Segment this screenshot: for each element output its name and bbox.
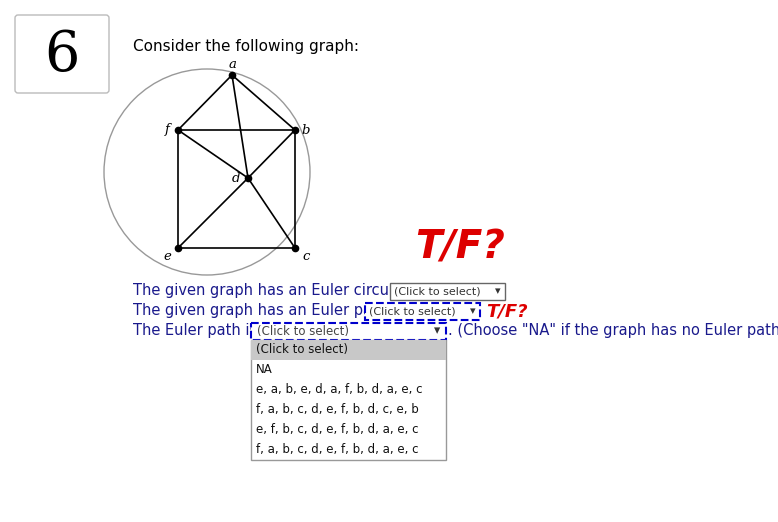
Text: ▾: ▾ [434,325,440,338]
Text: e, a, b, e, d, a, f, b, d, a, e, c: e, a, b, e, d, a, f, b, d, a, e, c [256,383,422,396]
Text: c: c [303,251,310,264]
Text: T/F?: T/F? [486,302,527,320]
Text: (Click to select): (Click to select) [394,286,481,296]
Text: (Click to select): (Click to select) [369,306,456,316]
Text: a: a [228,57,236,70]
Text: d: d [232,172,240,184]
Text: b: b [302,124,310,136]
Text: e: e [163,251,171,264]
Text: T/F?: T/F? [415,229,505,267]
FancyBboxPatch shape [251,339,446,459]
Text: ▾: ▾ [470,306,476,316]
Text: f: f [165,124,170,136]
FancyBboxPatch shape [15,15,109,93]
Text: The given graph has an Euler path.: The given graph has an Euler path. [133,303,392,318]
Text: ▾: ▾ [495,286,501,296]
FancyBboxPatch shape [390,282,505,300]
Text: (Click to select): (Click to select) [256,343,348,356]
FancyBboxPatch shape [251,323,446,339]
Text: (Click to select): (Click to select) [257,325,349,338]
FancyBboxPatch shape [365,303,480,319]
Text: 6: 6 [44,29,79,84]
Text: The given graph has an Euler circuit.: The given graph has an Euler circuit. [133,283,404,299]
Text: f, a, b, c, d, e, f, b, d, c, e, b: f, a, b, c, d, e, f, b, d, c, e, b [256,403,419,416]
FancyBboxPatch shape [251,339,446,360]
Text: e, f, b, c, d, e, f, b, d, a, e, c: e, f, b, c, d, e, f, b, d, a, e, c [256,423,419,436]
Text: The Euler path is: The Euler path is [133,324,258,338]
Text: Consider the following graph:: Consider the following graph: [133,39,359,53]
Text: NA: NA [256,363,273,376]
Text: . (Choose "NA" if the graph has no Euler path.): . (Choose "NA" if the graph has no Euler… [448,324,778,338]
Text: f, a, b, c, d, e, f, b, d, a, e, c: f, a, b, c, d, e, f, b, d, a, e, c [256,443,419,456]
